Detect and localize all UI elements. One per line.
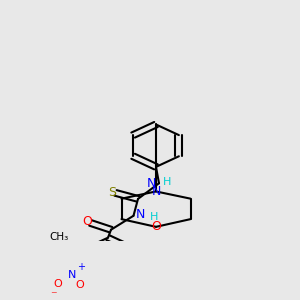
Text: O: O [53,279,62,290]
Text: N: N [135,208,145,221]
Text: CH₃: CH₃ [50,232,69,242]
Text: H: H [150,212,158,222]
Text: O: O [151,220,161,233]
Text: O: O [82,215,92,228]
Text: N: N [151,185,161,198]
Text: H: H [163,177,172,187]
Text: ⁻: ⁻ [50,289,57,300]
Text: S: S [108,186,116,199]
Text: O: O [75,280,84,290]
Text: N: N [147,177,156,190]
Text: N: N [68,270,76,280]
Text: +: + [77,262,85,272]
